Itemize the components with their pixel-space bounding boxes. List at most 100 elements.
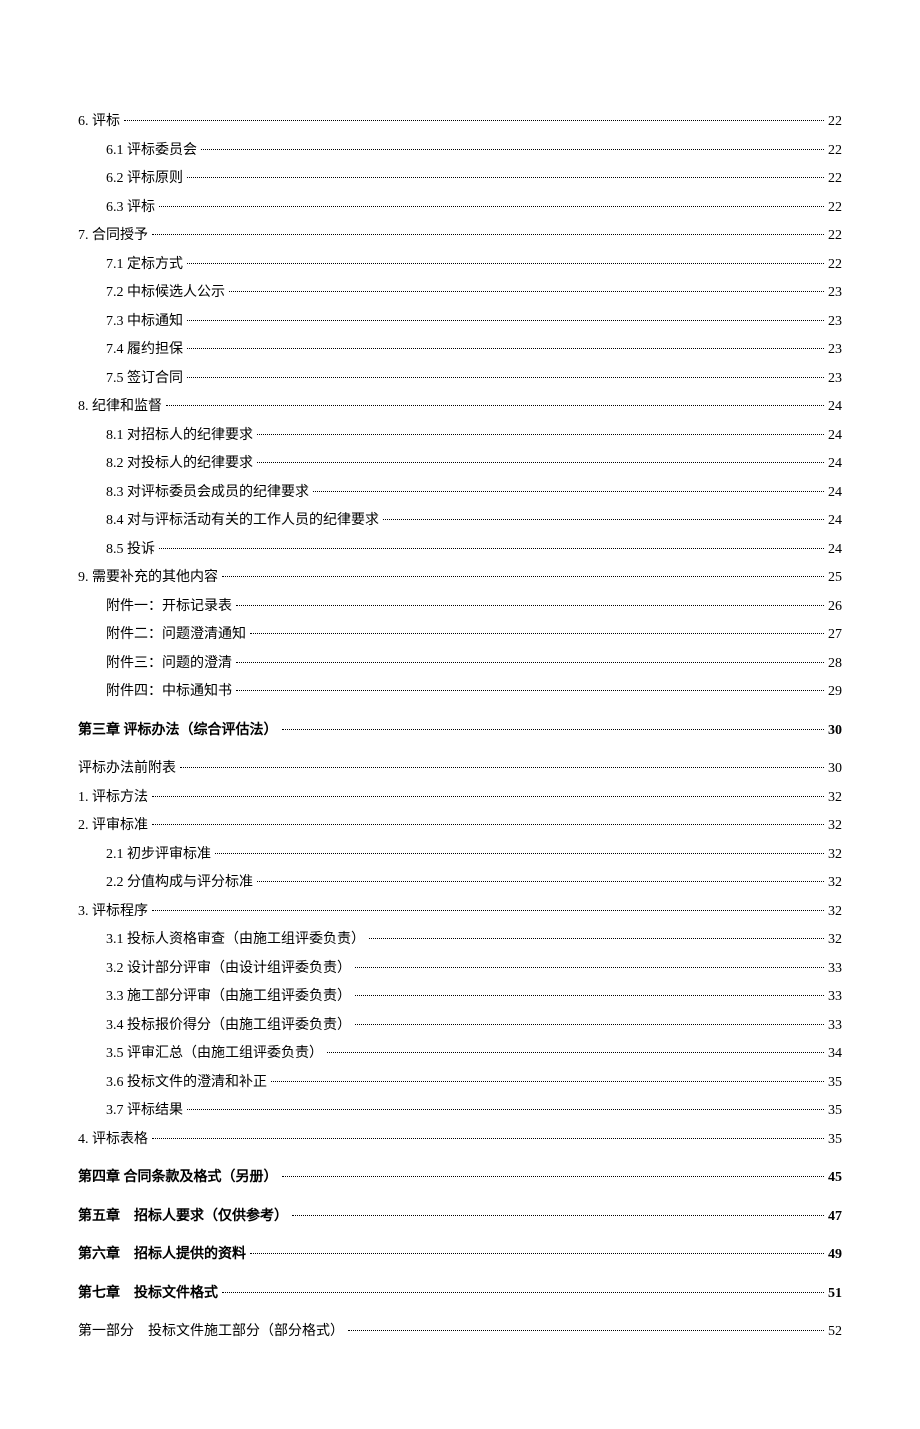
toc-leader-dots [282,1176,825,1177]
toc-entry: 附件四：中标通知书29 [78,680,842,705]
toc-leader-dots [152,796,824,797]
toc-label: 附件二：问题澄清通知 [106,623,246,648]
toc-leader-dots [257,434,824,435]
toc-page-number: 23 [828,367,842,392]
toc-leader-dots [187,177,824,178]
toc-label: 3.1 投标人资格审查（由施工组评委负责） [106,928,365,953]
toc-entry: 8.1 对招标人的纪律要求 24 [78,424,842,449]
toc-label: 2. 评审标准 [78,814,148,839]
toc-entry: 6.2 评标原则22 [78,167,842,192]
toc-leader-dots [282,729,825,730]
toc-leader-dots [313,491,824,492]
toc-leader-dots [383,519,824,520]
toc-label: 3.2 设计部分评审（由设计组评委负责） [106,957,351,982]
toc-leader-dots [215,853,824,854]
toc-leader-dots [236,605,824,606]
toc-label: 附件四：中标通知书 [106,680,232,705]
toc-entry: 第七章 投标文件格式 51 [78,1282,842,1307]
toc-page-number: 24 [828,538,842,563]
toc-label: 8.3 对评标委员会成员的纪律要求 [106,481,309,506]
toc-leader-dots [159,206,824,207]
toc-label: 8.4 对与评标活动有关的工作人员的纪律要求 [106,509,379,534]
toc-entry: 第三章 评标办法（综合评估法）30 [78,719,842,744]
toc-page-number: 28 [828,652,842,677]
toc-entry: 2. 评审标准 32 [78,814,842,839]
toc-label: 第一部分 投标文件施工部分（部分格式） [78,1320,344,1345]
toc-leader-dots [348,1330,824,1331]
toc-page-number: 22 [828,224,842,249]
toc-label: 7.1 定标方式 [106,253,183,278]
toc-page-number: 32 [828,871,842,896]
toc-leader-dots [257,881,824,882]
toc-page-number: 35 [828,1099,842,1124]
toc-label: 附件一：开标记录表 [106,595,232,620]
toc-label: 7.4 履约担保 [106,338,183,363]
toc-entry: 3.6 投标文件的澄清和补正35 [78,1071,842,1096]
toc-page-number: 22 [828,253,842,278]
toc-entry: 8.5 投诉24 [78,538,842,563]
toc-page-number: 47 [828,1205,842,1230]
toc-label: 2.1 初步评审标准 [106,843,211,868]
toc-entry: 8.4 对与评标活动有关的工作人员的纪律要求24 [78,509,842,534]
toc-page-number: 32 [828,814,842,839]
toc-leader-dots [152,910,824,911]
toc-page-number: 35 [828,1128,842,1153]
toc-label: 6.1 评标委员会 [106,139,197,164]
toc-page-number: 27 [828,623,842,648]
toc-label: 3.6 投标文件的澄清和补正 [106,1071,267,1096]
toc-leader-dots [180,767,824,768]
toc-label: 3.7 评标结果 [106,1099,183,1124]
toc-label: 3.4 投标报价得分（由施工组评委负责） [106,1014,351,1039]
toc-label: 7.3 中标通知 [106,310,183,335]
toc-entry: 8. 纪律和监督24 [78,395,842,420]
toc-page-number: 22 [828,167,842,192]
toc-entry: 第一部分 投标文件施工部分（部分格式）52 [78,1320,842,1345]
toc-page-number: 32 [828,900,842,925]
toc-entry: 8.3 对评标委员会成员的纪律要求 24 [78,481,842,506]
toc-entry: 3.3 施工部分评审（由施工组评委负责）33 [78,985,842,1010]
toc-page-number: 32 [828,928,842,953]
toc-page-number: 24 [828,424,842,449]
toc-label: 6.3 评标 [106,196,155,221]
toc-leader-dots [152,1138,824,1139]
toc-entry: 第五章 招标人要求（仅供参考）47 [78,1205,842,1230]
toc-label: 6. 评标 [78,110,120,135]
toc-label: 第三章 评标办法（综合评估法） [78,719,278,744]
toc-page-number: 25 [828,566,842,591]
toc-entry: 附件一：开标记录表 26 [78,595,842,620]
toc-entry: 4. 评标表格35 [78,1128,842,1153]
toc-leader-dots [292,1215,824,1216]
toc-leader-dots [327,1052,824,1053]
toc-page-number: 24 [828,395,842,420]
toc-leader-dots [271,1081,824,1082]
toc-label: 7. 合同授予 [78,224,148,249]
toc-leader-dots [236,662,824,663]
toc-entry: 6.1 评标委员会22 [78,139,842,164]
toc-label: 9. 需要补充的其他内容 [78,566,218,591]
toc-label: 8.2 对投标人的纪律要求 [106,452,253,477]
toc-page-number: 33 [828,1014,842,1039]
toc-entry: 第四章 合同条款及格式（另册）45 [78,1166,842,1191]
toc-entry: 评标办法前附表30 [78,757,842,782]
toc-entry: 3. 评标程序32 [78,900,842,925]
toc-entry: 3.2 设计部分评审（由设计组评委负责）33 [78,957,842,982]
toc-page-number: 26 [828,595,842,620]
toc-label: 7.5 签订合同 [106,367,183,392]
toc-entry: 7.2 中标候选人公示23 [78,281,842,306]
toc-page-number: 32 [828,843,842,868]
toc-label: 第四章 合同条款及格式（另册） [78,1166,278,1191]
toc-leader-dots [222,1292,824,1293]
toc-label: 第七章 投标文件格式 [78,1282,218,1307]
toc-leader-dots [250,633,824,634]
toc-page-number: 32 [828,786,842,811]
toc-entry: 3.5 评审汇总（由施工组评委负责）34 [78,1042,842,1067]
toc-leader-dots [166,405,824,406]
table-of-contents: 6. 评标226.1 评标委员会226.2 评标原则226.3 评标227. 合… [78,110,842,1345]
toc-entry: 附件二：问题澄清通知 27 [78,623,842,648]
toc-page-number: 24 [828,481,842,506]
toc-label: 评标办法前附表 [78,757,176,782]
toc-page-number: 22 [828,110,842,135]
toc-leader-dots [152,824,824,825]
toc-page-number: 51 [828,1282,842,1307]
toc-label: 8.1 对招标人的纪律要求 [106,424,253,449]
